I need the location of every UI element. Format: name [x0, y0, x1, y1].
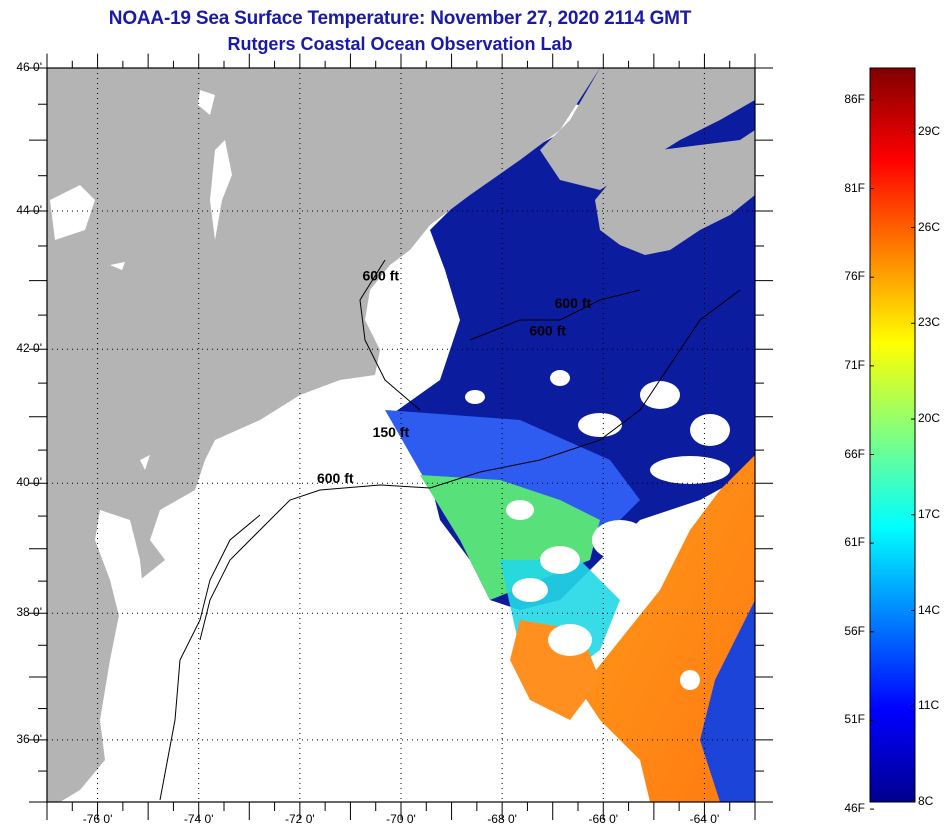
- depth-contours: [159, 259, 741, 801]
- chart-title: NOAA-19 Sea Surface Temperature: Novembe…: [108, 8, 692, 29]
- colorbar-label-c: 8C: [918, 794, 934, 808]
- colorbar-label-f: 61F: [844, 535, 865, 550]
- cool-water-region: [385, 410, 640, 540]
- land-us-mainland: [47, 68, 600, 802]
- colorbar-label-f: 51F: [844, 712, 865, 727]
- lon-label: -64 0': [689, 812, 720, 826]
- colorbar-label-c: 26C: [918, 219, 941, 234]
- lat-label: 46 0': [16, 60, 42, 74]
- colorbar-label-f: 81F: [844, 180, 865, 195]
- contour-label: 600 ft: [529, 323, 566, 339]
- contour-label: 600 ft: [317, 470, 354, 486]
- lon-label: -76 0': [82, 812, 113, 826]
- colorbar-label-c: 29C: [918, 123, 941, 138]
- contour-label: 600 ft: [555, 295, 592, 311]
- colorbar: [869, 67, 916, 803]
- land-new-brunswick: [540, 68, 755, 190]
- inland-water: [50, 90, 232, 470]
- offshore-blue-region: [700, 600, 755, 802]
- lon-label: -66 0': [588, 812, 619, 826]
- lon-label: -68 0': [487, 812, 517, 826]
- contour-600ft-shelf: [199, 289, 741, 641]
- lon-label: -70 0': [386, 812, 416, 826]
- colorbar-label-f: 56F: [844, 623, 865, 638]
- lat-label: 38 0': [16, 605, 42, 620]
- chart-subtitle: Rutgers Coastal Ocean Observation Lab: [227, 34, 573, 54]
- colorbar-label-f: 46F: [844, 801, 865, 816]
- lat-label: 42 0': [16, 341, 42, 356]
- colorbar-label-c: 20C: [918, 411, 941, 426]
- lat-label: 44 0': [16, 202, 42, 217]
- contour-label: 150 ft: [373, 424, 410, 440]
- axis-ticks: [29, 53, 773, 820]
- land-nova-scotia: [595, 130, 755, 255]
- lat-label: 36 0': [16, 731, 42, 746]
- contour-labels: 600 ft 600 ft 600 ft 150 ft 600 ft: [317, 268, 592, 487]
- contour-gulf-of-maine: [469, 289, 641, 341]
- contour-label: 600 ft: [362, 268, 399, 284]
- gridlines: [47, 68, 755, 802]
- contour-150ft-north: [359, 259, 421, 411]
- lon-label: -74 0': [183, 812, 214, 826]
- colorbar-label-f: 86F: [844, 91, 865, 106]
- cloud-patches: [465, 370, 730, 690]
- colorbar-label-c: 11C: [918, 698, 940, 713]
- lon-label: -72 0': [285, 812, 315, 826]
- colorbar-label-c: 23C: [918, 315, 941, 330]
- lat-label: 40 0': [16, 475, 42, 490]
- colorbar-label-c: 17C: [918, 506, 941, 521]
- colorbar-label-f: 66F: [844, 446, 865, 461]
- contour-150ft-south: [159, 514, 261, 801]
- map-canvas: [47, 68, 755, 802]
- colorbar-ticks: [870, 99, 915, 810]
- chesapeake-bay: [95, 510, 150, 690]
- colorbar-label-c: 14C: [918, 602, 941, 617]
- colorbar-label-f: 71F: [844, 357, 865, 372]
- colorbar-label-f: 76F: [844, 269, 865, 284]
